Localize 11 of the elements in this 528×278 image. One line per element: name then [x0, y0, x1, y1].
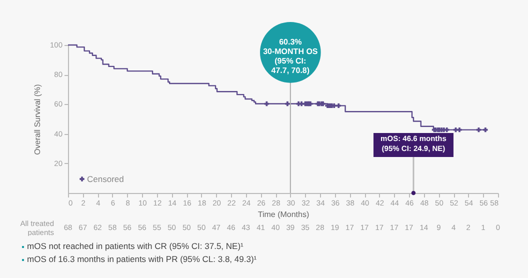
y-axis-title: Overall Survival (%) [32, 84, 42, 155]
legend-label: Censored [87, 174, 124, 184]
point [285, 101, 290, 106]
text: mOS of 16.3 months in patients with PR (95% CL: 3.8, 49.3)¹ [26, 253, 257, 266]
point [457, 127, 462, 132]
point [483, 127, 488, 132]
point [444, 127, 450, 132]
annotation: 60.3% 30-MONTH OS (95% CI: 47.7, 70.8) [263, 37, 318, 75]
text: mOS not reached in patients with CR (95% CI: 37.5, NE)¹ [26, 240, 244, 253]
point [336, 103, 341, 108]
x-axis-title: Time (Months) [258, 210, 310, 219]
